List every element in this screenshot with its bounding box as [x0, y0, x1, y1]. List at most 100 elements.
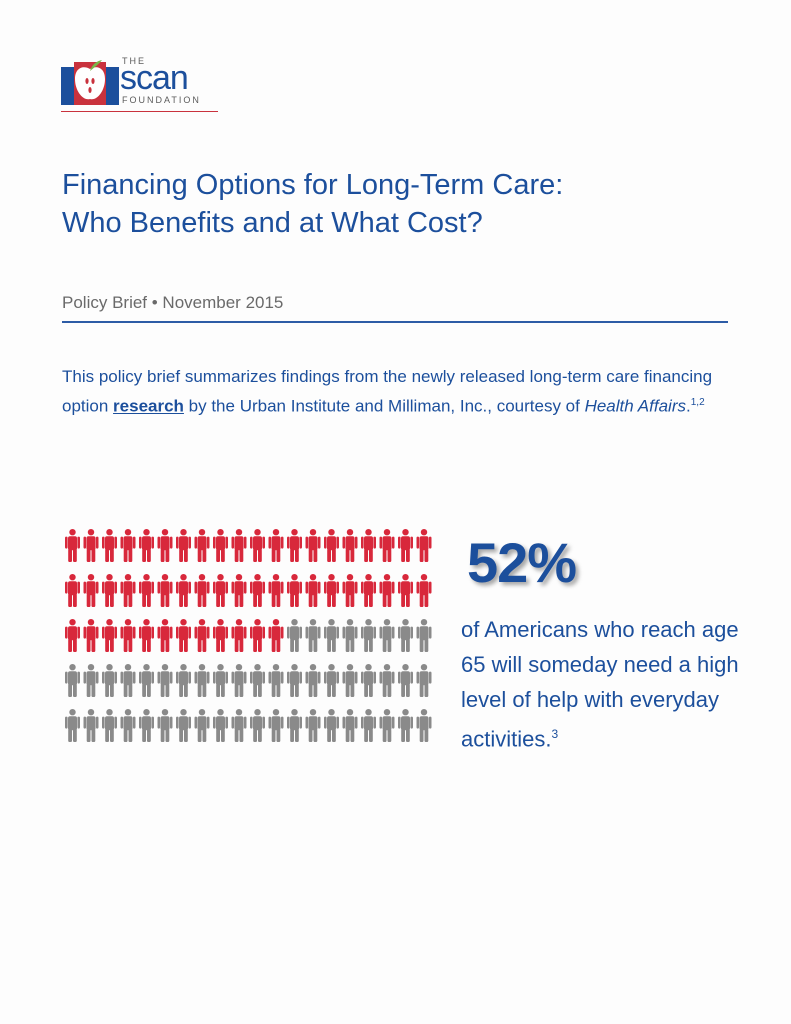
person-icon [416, 574, 432, 607]
person-icon [398, 709, 413, 742]
person-icon [398, 664, 413, 697]
person-icon [305, 709, 321, 742]
person-icon [342, 619, 358, 652]
person-icon [398, 619, 413, 652]
person-icon [176, 529, 191, 562]
person-icon [213, 619, 228, 652]
intro-footnote: 1,2 [690, 397, 705, 408]
person-icon [176, 574, 191, 607]
person-icon [83, 664, 99, 697]
person-icon [398, 529, 413, 562]
person-icon [120, 709, 136, 742]
person-icon [305, 574, 321, 607]
person-icon [398, 574, 413, 607]
intro-paragraph: This policy brief summarizes findings fr… [62, 364, 742, 420]
person-icon [342, 574, 358, 607]
subtitle-divider [62, 321, 728, 323]
person-icon [324, 709, 339, 742]
person-icon [287, 529, 302, 562]
person-icon [139, 709, 154, 742]
person-icon [65, 529, 80, 562]
stat-caption: of Americans who reach age 65 will somed… [461, 612, 761, 756]
person-icon [157, 574, 173, 607]
person-icon [361, 619, 376, 652]
person-icon [342, 709, 358, 742]
person-icon [305, 664, 321, 697]
person-icon [157, 709, 173, 742]
person-icon [268, 664, 284, 697]
person-icon [361, 529, 376, 562]
person-icon [416, 529, 432, 562]
person-icon [379, 574, 395, 607]
person-icon [379, 709, 395, 742]
person-icon [213, 574, 228, 607]
intro-text-2: by the Urban Institute and Milliman, Inc… [183, 396, 585, 416]
person-icon [102, 529, 117, 562]
person-icon [102, 619, 117, 652]
person-icon [139, 664, 154, 697]
person-icon [268, 574, 284, 607]
stat-percentage: 52% [467, 531, 577, 594]
person-icon [361, 574, 376, 607]
person-icon [176, 664, 191, 697]
person-icon [379, 619, 395, 652]
person-icon [250, 619, 265, 652]
person-icon [213, 709, 228, 742]
person-icon [157, 664, 173, 697]
person-icon [324, 574, 339, 607]
person-icon [250, 529, 265, 562]
person-icon [194, 709, 210, 742]
person-icon [361, 664, 376, 697]
person-icon [157, 529, 173, 562]
person-icon [361, 709, 376, 742]
person-icon [250, 574, 265, 607]
person-icon [65, 709, 80, 742]
person-icon [139, 619, 154, 652]
person-icon [231, 709, 247, 742]
person-icon [120, 664, 136, 697]
logo-text-foundation: FOUNDATION [122, 95, 201, 105]
title-line-1: Financing Options for Long-Term Care: [62, 169, 564, 201]
person-icon [342, 529, 358, 562]
person-icon [416, 709, 432, 742]
person-icon [194, 529, 210, 562]
person-icon [194, 619, 210, 652]
logo-divider [61, 111, 218, 112]
person-icon [120, 619, 136, 652]
person-icon [231, 529, 247, 562]
person-icon [324, 664, 339, 697]
person-icon [250, 709, 265, 742]
person-icon [379, 664, 395, 697]
person-icon [305, 619, 321, 652]
person-icon [120, 529, 136, 562]
person-icon [83, 529, 99, 562]
logo-text-the: THE [122, 56, 146, 66]
person-icon [324, 529, 339, 562]
person-icon [65, 574, 80, 607]
person-icon [287, 664, 302, 697]
research-link[interactable]: research [113, 396, 184, 416]
apple-logo-icon [61, 60, 119, 105]
person-icon [305, 529, 321, 562]
people-pictogram [65, 529, 432, 742]
person-icon [157, 619, 173, 652]
person-icon [176, 619, 191, 652]
person-icon [194, 664, 210, 697]
person-icon [268, 709, 284, 742]
person-icon [213, 529, 228, 562]
person-icon [65, 664, 80, 697]
person-icon [120, 574, 136, 607]
person-icon [379, 529, 395, 562]
intro-text-3: . [686, 396, 691, 416]
person-icon [213, 664, 228, 697]
person-icon [268, 529, 284, 562]
person-icon [176, 709, 191, 742]
person-icon [287, 619, 302, 652]
document-subtitle: Policy Brief • November 2015 [62, 293, 284, 312]
intro-text-1: This policy brief summarizes findings fr… [62, 367, 713, 416]
person-icon [83, 709, 99, 742]
person-icon [83, 574, 99, 607]
person-icon [287, 574, 302, 607]
logo-text-scan: scan [120, 59, 189, 97]
title-line-2: Who Benefits and at What Cost? [62, 207, 483, 239]
